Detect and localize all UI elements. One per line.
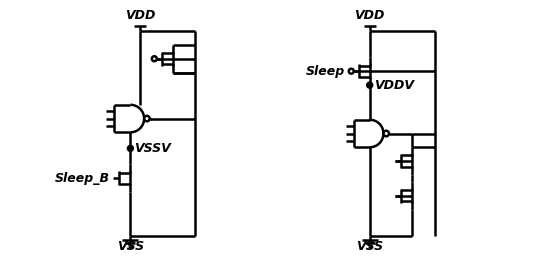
Text: VDD: VDD [355, 9, 385, 22]
Text: VDDV: VDDV [374, 79, 414, 92]
Text: Sleep: Sleep [305, 65, 345, 78]
Text: VSSV: VSSV [134, 142, 171, 155]
Circle shape [152, 56, 157, 61]
Circle shape [349, 69, 354, 74]
Circle shape [144, 116, 150, 121]
Text: Sleep_B: Sleep_B [55, 172, 110, 185]
Circle shape [127, 145, 133, 151]
Circle shape [366, 82, 373, 88]
Text: VSS: VSS [356, 240, 383, 253]
Circle shape [384, 131, 389, 136]
Text: VSS: VSS [117, 240, 144, 253]
Text: VDD: VDD [125, 9, 156, 22]
